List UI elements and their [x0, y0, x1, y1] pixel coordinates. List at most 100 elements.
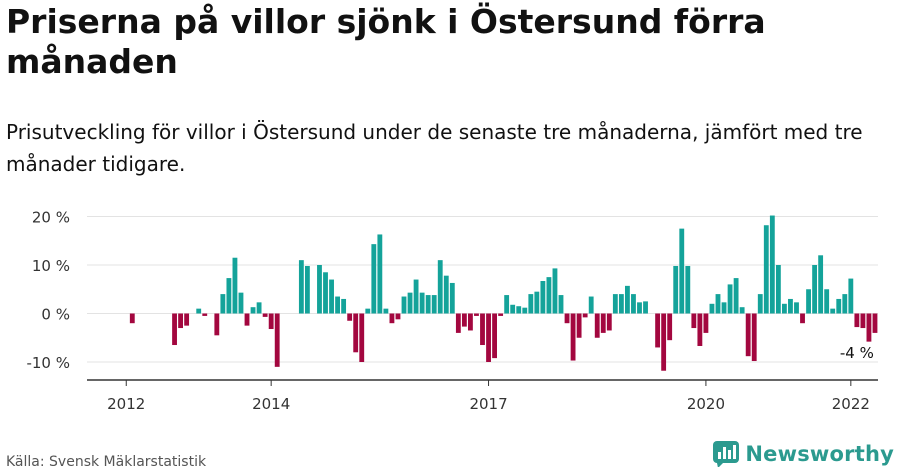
- bar: [461, 313, 467, 327]
- bar: [323, 272, 328, 314]
- bar: [842, 294, 848, 314]
- brand-name: Newsworthy: [745, 442, 894, 466]
- bar: [516, 306, 522, 314]
- bar: [691, 313, 697, 329]
- bar: [715, 294, 721, 314]
- bar: [365, 308, 371, 314]
- bar: [781, 303, 787, 314]
- bar: [697, 313, 703, 346]
- bar: [468, 313, 473, 331]
- bar: [413, 279, 419, 314]
- y-tick-label: 0 %: [41, 306, 70, 324]
- bar: [425, 295, 431, 314]
- bar: [721, 302, 727, 314]
- bar: [600, 313, 606, 333]
- bar: [709, 303, 715, 314]
- bar: [546, 277, 552, 314]
- bars: [129, 215, 878, 371]
- x-tick-label: 2017: [469, 395, 507, 413]
- bar: [377, 234, 383, 314]
- bar: [745, 313, 751, 357]
- bar: [268, 313, 274, 330]
- bar: [751, 313, 757, 362]
- bar: [238, 292, 244, 314]
- bar: [637, 302, 642, 314]
- bar: [498, 313, 504, 316]
- bar: [329, 279, 334, 314]
- bar: [806, 289, 811, 314]
- bar: [492, 313, 497, 359]
- bar: [528, 294, 534, 314]
- bar: [172, 313, 177, 346]
- bar: [794, 302, 799, 314]
- chart-title: Priserna på villor sjönk i Östersund för…: [6, 2, 766, 81]
- bar: [830, 308, 836, 314]
- y-tick-label: 10 %: [32, 257, 70, 275]
- bar: [788, 298, 793, 314]
- bar: [775, 265, 781, 314]
- bar: [643, 301, 648, 314]
- bar: [818, 255, 824, 314]
- bar: [612, 294, 618, 314]
- bar: [262, 313, 268, 317]
- bar: [359, 313, 365, 362]
- bar: [431, 295, 437, 314]
- y-axis-labels: 20 % 10 % 0 % -10 %: [26, 209, 70, 373]
- bar: [226, 278, 232, 314]
- bar: [504, 295, 510, 314]
- bar: [854, 313, 860, 328]
- bar: [486, 313, 491, 362]
- x-tick-label: 2022: [832, 395, 870, 413]
- bar: [727, 284, 733, 314]
- bar: [449, 282, 455, 314]
- chart-subtitle: Prisutveckling för villor i Östersund un…: [6, 120, 863, 176]
- bar: [824, 289, 830, 314]
- bar: [250, 307, 256, 314]
- bar: [860, 313, 866, 329]
- bar: [552, 268, 558, 314]
- bar: [220, 294, 226, 314]
- bar: [347, 313, 353, 321]
- bar: [703, 313, 709, 333]
- bar: [407, 292, 413, 314]
- bar: [389, 313, 395, 324]
- bar: [437, 260, 443, 314]
- bar: [679, 228, 685, 314]
- bar: [202, 313, 208, 316]
- bar: [836, 298, 842, 314]
- bar: [129, 313, 135, 324]
- bar: [274, 313, 280, 367]
- bar: [848, 278, 854, 314]
- bar-chart: 20 % 10 % 0 % -10 % 2012 2014 2017 2020 2022 -4…: [26, 209, 878, 413]
- bar: [582, 313, 588, 318]
- bar: [757, 294, 763, 314]
- newsworthy-logo-icon: [713, 441, 740, 467]
- annotation: -4 %: [840, 344, 874, 362]
- bar: [304, 265, 310, 314]
- bar: [564, 313, 570, 324]
- bar: [866, 313, 872, 342]
- bar: [474, 313, 479, 316]
- x-tick-label: 2012: [107, 395, 145, 413]
- bar: [443, 275, 449, 314]
- bar: [455, 313, 461, 333]
- bar: [510, 304, 516, 314]
- bar: [618, 294, 624, 314]
- bar: [800, 313, 805, 324]
- y-tick-label: -10 %: [26, 354, 70, 372]
- bar: [244, 313, 250, 326]
- x-axis: 2012 2014 2017 2020 2022: [87, 379, 878, 413]
- bar: [606, 313, 612, 331]
- bar: [661, 313, 667, 371]
- annotation-label: -4 %: [840, 344, 874, 362]
- bar: [419, 292, 425, 314]
- bar: [178, 313, 184, 329]
- bar: [256, 302, 262, 314]
- bar: [655, 313, 661, 348]
- bar: [685, 265, 691, 314]
- bar: [625, 285, 630, 314]
- bar: [214, 313, 220, 336]
- bar: [522, 307, 528, 314]
- bar: [540, 281, 546, 314]
- bar: [872, 313, 878, 333]
